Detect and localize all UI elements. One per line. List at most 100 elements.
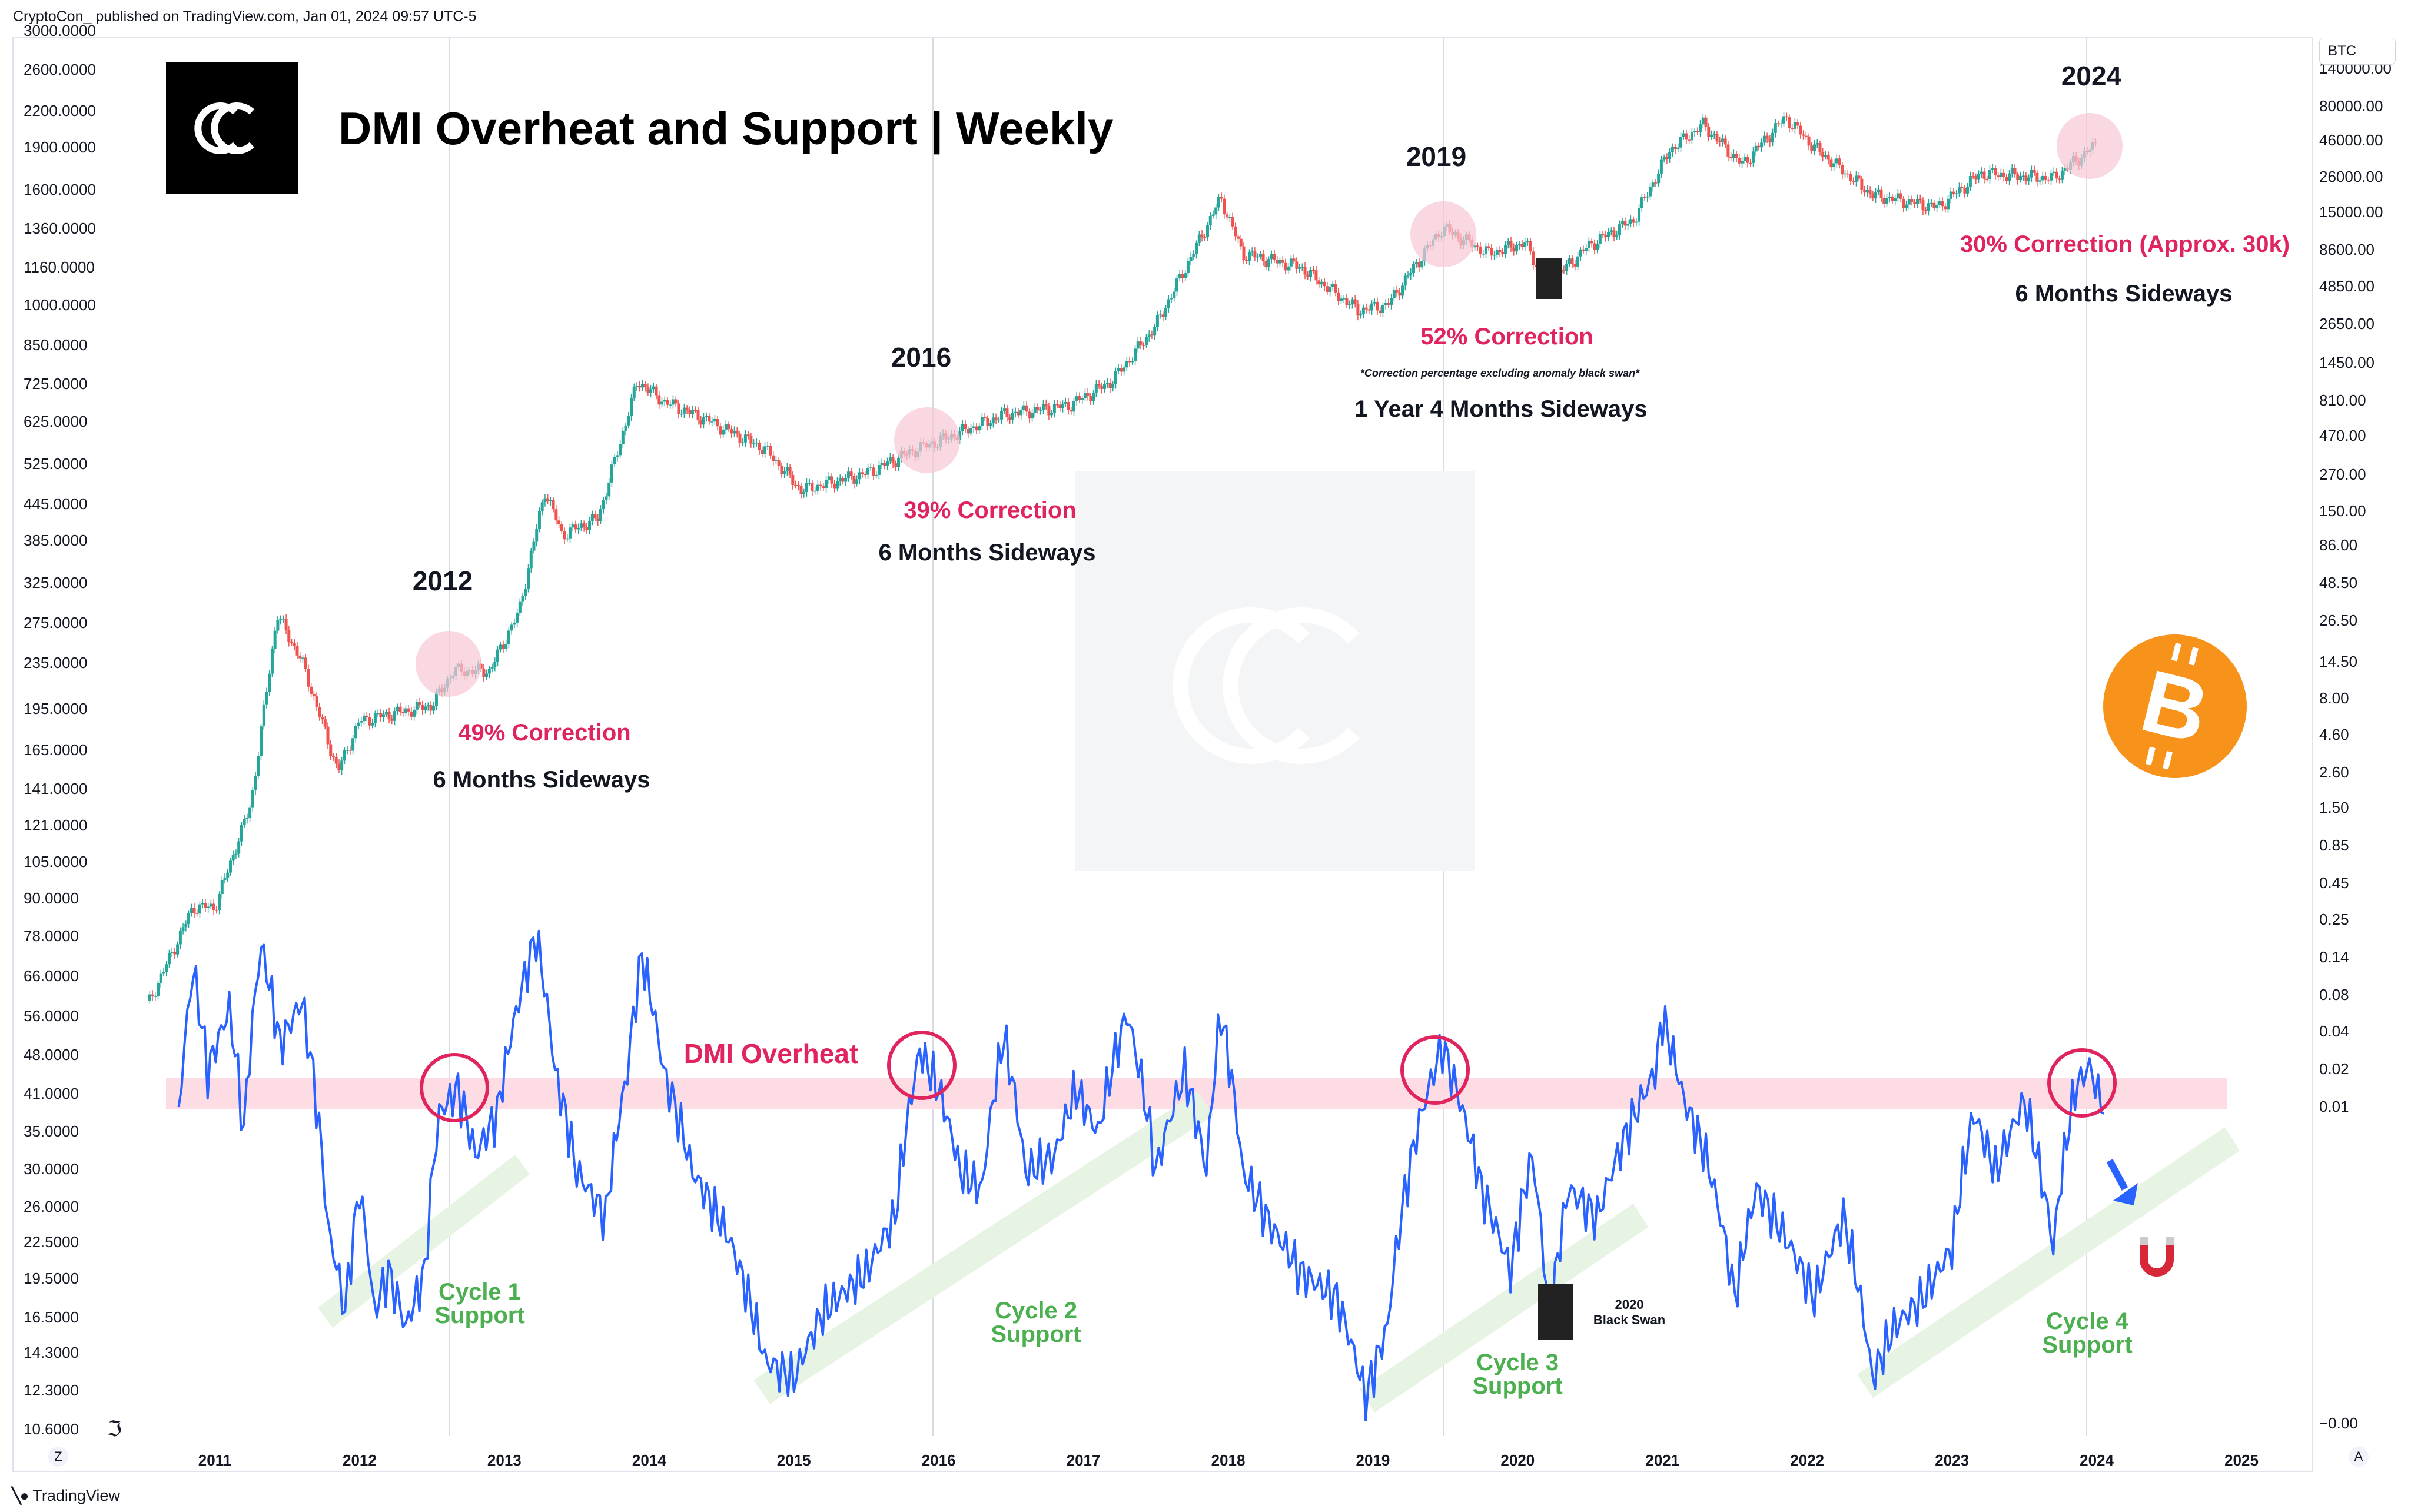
price-candle <box>379 713 383 717</box>
price-candle <box>1276 260 1279 264</box>
left-axis-label: 66.0000 <box>24 967 79 985</box>
left-price-axis[interactable]: 3000.0000 2600.0000 2200.0000 1900.0000 1600… <box>24 22 96 1438</box>
right-axis-label: 80000.00 <box>2319 97 2383 115</box>
left-axis-label: 41.0000 <box>24 1085 79 1102</box>
price-candle <box>371 723 374 726</box>
price-candle <box>1715 134 1719 141</box>
price-candle <box>571 524 574 528</box>
price-candle <box>1626 224 1630 226</box>
price-candle <box>1648 187 1652 197</box>
price-candle <box>616 455 619 457</box>
price-candle <box>1036 407 1040 411</box>
price-candle <box>1749 162 1752 164</box>
tradingview-footer[interactable]: ╲● TradingView <box>12 1487 120 1505</box>
price-candle <box>1261 254 1265 261</box>
price-candle <box>348 750 352 751</box>
price-candle <box>1921 200 1925 211</box>
price-candle <box>1696 131 1699 132</box>
price-candle <box>390 719 394 721</box>
price-candle <box>2030 170 2033 178</box>
right-axis-label: 48.50 <box>2319 574 2357 591</box>
price-candle <box>1273 254 1276 260</box>
price-candle <box>1373 301 1376 304</box>
price-candle <box>1504 245 1507 254</box>
price-candle <box>295 646 299 656</box>
price-candle <box>1952 191 1955 194</box>
price-candle <box>323 719 327 727</box>
price-candle <box>1406 275 1410 277</box>
right-price-axis[interactable]: 140000.0080000.0046000.0026000.0015000.0… <box>2319 59 2392 1432</box>
price-candle <box>671 399 675 405</box>
price-candle <box>1289 258 1293 267</box>
price-candle <box>1607 232 1610 238</box>
support-label-1-line2: Support <box>434 1302 524 1328</box>
price-candle <box>1757 145 1761 148</box>
price-candle <box>157 983 160 996</box>
left-axis-label: 1000.0000 <box>24 296 96 314</box>
price-candle <box>777 460 781 466</box>
price-candle <box>1256 256 1260 258</box>
price-candle <box>1746 157 1749 163</box>
price-candle <box>1885 198 1888 204</box>
price-candle <box>173 951 177 955</box>
price-candle <box>1665 157 1669 159</box>
left-axis-label: 141.0000 <box>24 780 87 797</box>
price-candle <box>1476 245 1479 247</box>
price-candle <box>1924 210 1928 211</box>
price-candle <box>819 484 822 486</box>
price-candle <box>1242 246 1246 260</box>
right-axis-label: 1450.00 <box>2319 354 2375 371</box>
price-candle <box>1028 411 1031 419</box>
price-candle <box>1974 176 1978 180</box>
price-candle <box>178 931 182 945</box>
support-label-2-line1: Cycle 2 <box>995 1298 1077 1324</box>
price-candle <box>1055 404 1059 406</box>
left-axis-label: 525.0000 <box>24 455 87 473</box>
price-candle <box>1081 398 1084 400</box>
price-candle <box>1963 188 1967 194</box>
price-candle <box>1762 135 1766 143</box>
price-candle <box>791 474 795 485</box>
price-candle <box>307 669 310 687</box>
price-candle <box>1593 243 1596 250</box>
price-candle <box>384 712 388 715</box>
price-candle <box>404 708 407 713</box>
price-candle <box>1142 345 1145 346</box>
price-candle <box>733 430 736 434</box>
price-candle <box>1932 202 1936 208</box>
price-candle <box>165 964 168 972</box>
price-candle <box>1612 230 1616 237</box>
price-candle <box>487 668 491 674</box>
price-candle <box>1685 133 1688 140</box>
price-candle <box>627 416 630 426</box>
price-candle <box>2008 173 2011 181</box>
price-candle <box>599 509 602 521</box>
price-candle <box>1788 117 1791 128</box>
price-candle <box>1384 303 1387 305</box>
price-candle <box>1874 192 1878 199</box>
price-candle <box>1086 393 1090 397</box>
price-candle <box>148 994 151 1001</box>
price-candle <box>1025 405 1028 412</box>
price-candle <box>980 417 984 426</box>
price-candle <box>387 712 391 719</box>
price-candle <box>1100 386 1104 389</box>
price-candle <box>994 417 998 420</box>
time-axis[interactable]: 2011 2012 2013 2014 2015 2016 2017 2018 2019 2020… <box>198 1451 2259 1469</box>
left-axis-label: 385.0000 <box>24 531 87 549</box>
price-candle <box>1515 245 1518 252</box>
price-candle <box>1495 250 1499 255</box>
price-candle <box>1164 308 1168 317</box>
price-candle <box>245 818 249 819</box>
right-axis-label: 2650.00 <box>2319 315 2375 333</box>
price-candle <box>657 395 661 405</box>
price-candle <box>281 619 285 620</box>
price-candle <box>702 417 705 425</box>
price-candle <box>1345 298 1349 305</box>
scale-right-button[interactable]: A <box>2349 1447 2369 1467</box>
price-candle <box>1403 275 1407 286</box>
price-candle <box>986 418 989 426</box>
scale-left-button[interactable]: Z <box>48 1447 68 1467</box>
ticker-label[interactable]: BTC <box>2319 38 2396 65</box>
price-candle <box>2052 171 2055 174</box>
